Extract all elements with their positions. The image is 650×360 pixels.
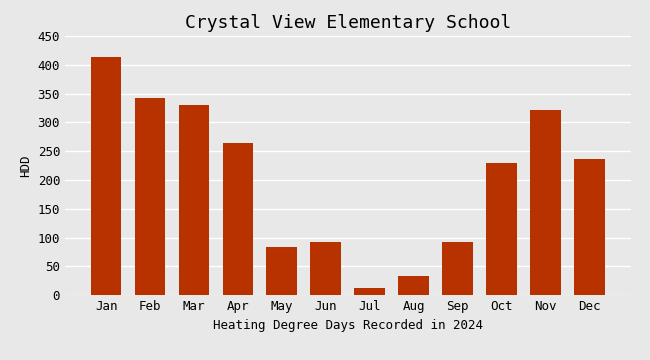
- Bar: [266, 247, 297, 295]
- Title: Crystal View Elementary School: Crystal View Elementary School: [185, 14, 511, 32]
- Bar: [179, 104, 209, 295]
- Y-axis label: HDD: HDD: [19, 154, 32, 177]
- Bar: [311, 242, 341, 295]
- Bar: [486, 163, 517, 295]
- Bar: [222, 143, 254, 295]
- X-axis label: Heating Degree Days Recorded in 2024: Heating Degree Days Recorded in 2024: [213, 319, 483, 332]
- Bar: [398, 276, 429, 295]
- Bar: [91, 57, 122, 295]
- Bar: [135, 98, 165, 295]
- Bar: [574, 159, 605, 295]
- Bar: [530, 110, 561, 295]
- Bar: [354, 288, 385, 295]
- Bar: [442, 242, 473, 295]
